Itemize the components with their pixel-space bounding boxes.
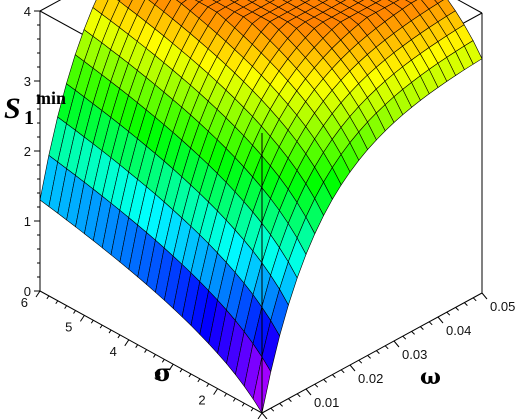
x-minor-tick: [117, 334, 121, 339]
surface-mesh: [39, 0, 483, 414]
x-tick-label: 3: [154, 368, 161, 383]
y-axis-line: [261, 292, 483, 414]
surface-cell: [194, 0, 204, 3]
z-label-subscript: 1: [24, 107, 34, 129]
x-axis-line: [39, 290, 263, 414]
surface-cell: [229, 0, 240, 3]
y-tick-label: 0.03: [402, 347, 427, 362]
z-tick-label: 0: [24, 284, 31, 299]
x-tick-label: 2: [198, 393, 205, 408]
surface-cell: [212, 0, 222, 3]
y-tick-label: 0.01: [314, 395, 339, 410]
y-minor-tick: [340, 369, 345, 374]
z-tick-label: 1: [24, 214, 31, 229]
x-tick: [124, 339, 130, 347]
y-tick: [393, 340, 400, 348]
y-minor-tick: [358, 359, 363, 364]
z-label-superscript: min: [36, 88, 66, 108]
x-minor-tick: [135, 344, 139, 348]
surface-cell: [405, 0, 418, 4]
x-tick-label: 5: [65, 319, 72, 334]
y-axis-label: ω: [420, 364, 441, 390]
y-minor-tick: [314, 383, 319, 388]
y-minor-tick: [472, 297, 477, 302]
surface-cell: [434, 0, 444, 4]
x-minor-tick: [144, 349, 147, 353]
surface-cell: [247, 0, 257, 3]
z-label-symbol: S: [4, 92, 21, 125]
y-tick: [261, 412, 268, 419]
surface-cell: [334, 0, 347, 4]
y-minor-tick: [296, 393, 301, 398]
z-tick-label: 3: [24, 74, 31, 89]
x-axis-label: σ: [154, 358, 172, 387]
x-minor-tick: [224, 393, 227, 397]
y-tick-label: 0.04: [446, 323, 471, 338]
x-minor-tick: [197, 378, 201, 383]
x-minor-tick: [153, 354, 156, 358]
surface-cell: [282, 0, 293, 3]
y-minor-tick: [288, 398, 292, 402]
y-tick: [349, 364, 356, 372]
x-minor-tick: [206, 383, 210, 387]
y-minor-tick: [455, 307, 459, 311]
x-tick: [213, 388, 219, 395]
x-tick: [79, 315, 85, 322]
x-tick: [257, 412, 263, 419]
y-tick-label: 0.02: [358, 371, 383, 386]
x-tick-label: 1: [243, 417, 250, 419]
y-minor-tick: [332, 374, 336, 378]
x-tick-label: 6: [21, 295, 28, 310]
y-minor-tick: [411, 331, 415, 335]
y-minor-tick: [376, 350, 380, 354]
surface-cell: [387, 0, 400, 4]
y-minor-tick: [323, 379, 327, 383]
surface-cell: [370, 0, 382, 4]
surface-cell: [175, 0, 187, 4]
z-tick-label: 4: [24, 4, 31, 19]
y-minor-tick: [420, 326, 424, 330]
surface-cell: [352, 0, 364, 4]
x-minor-tick: [241, 402, 245, 407]
x-minor-tick: [73, 310, 76, 314]
y-tick: [481, 292, 488, 300]
y-minor-tick: [279, 403, 283, 407]
y-minor-tick: [402, 335, 407, 340]
y-minor-tick: [464, 302, 468, 306]
x-minor-tick: [90, 320, 94, 324]
y-tick-label: 0.05: [490, 299, 515, 314]
x-minor-tick: [108, 329, 112, 334]
x-minor-tick: [232, 398, 236, 402]
y-tick: [305, 388, 312, 396]
x-minor-tick: [64, 305, 68, 309]
z-tick-label: 2: [24, 144, 31, 159]
y-minor-tick: [270, 407, 275, 412]
y-minor-tick: [446, 311, 451, 316]
y-minor-tick: [428, 321, 433, 326]
y-minor-tick: [384, 345, 389, 350]
x-minor-tick: [55, 300, 59, 305]
x-tick-label: 4: [110, 344, 117, 359]
x-minor-tick: [188, 373, 192, 378]
x-minor-tick: [161, 359, 165, 363]
surface-cell: [264, 0, 275, 3]
y-minor-tick: [367, 355, 371, 359]
z-axis-label: S 1 min: [4, 88, 66, 129]
x-tick: [168, 363, 174, 371]
surface-cell: [317, 0, 329, 3]
x-minor-tick: [99, 324, 103, 329]
x-minor-tick: [250, 407, 254, 412]
y-tick: [437, 316, 444, 324]
surface-cell: [299, 0, 311, 3]
x-tick: [35, 290, 41, 298]
x-minor-tick: [46, 295, 50, 300]
x-minor-tick: [179, 368, 183, 373]
